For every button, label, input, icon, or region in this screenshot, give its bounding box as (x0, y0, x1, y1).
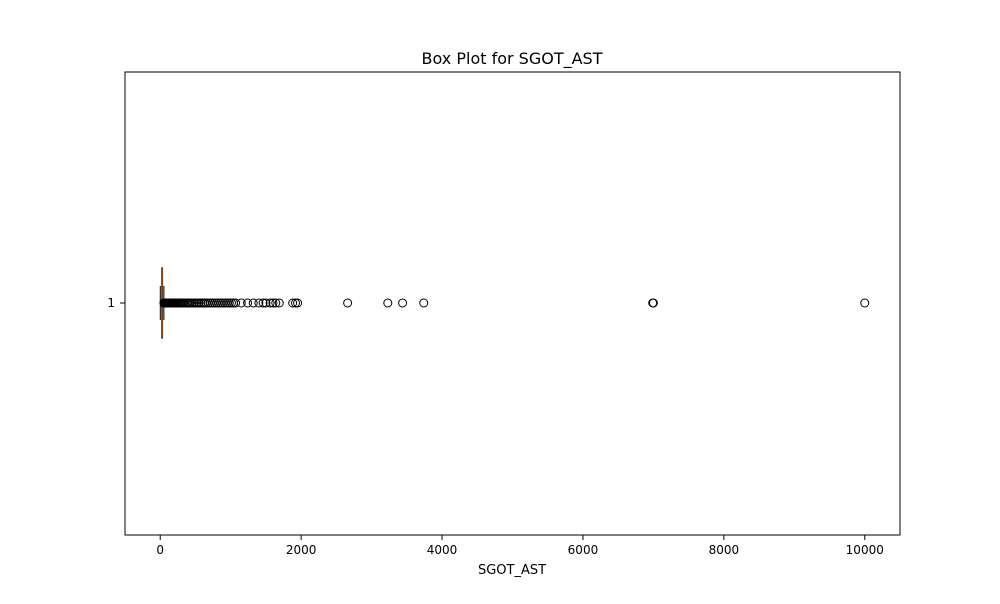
outlier-point (288, 298, 298, 308)
outlier-point (419, 298, 429, 308)
plot-frame (124, 71, 901, 536)
outlier-point (383, 298, 393, 308)
outlier-point (648, 298, 658, 308)
x-tick-label: 2000 (286, 543, 317, 557)
x-axis-label: SGOT_AST (478, 563, 546, 578)
outlier-point (231, 298, 241, 308)
outlier-point (265, 298, 275, 308)
outlier-point (248, 298, 258, 308)
x-tick-label: 6000 (568, 543, 599, 557)
x-tick-label: 10000 (846, 543, 884, 557)
outlier-point (258, 298, 268, 308)
outlier-point (254, 298, 264, 308)
outlier-point (268, 298, 278, 308)
outlier-point (271, 298, 281, 308)
outlier-point (243, 298, 253, 308)
x-tick-label: 0 (156, 543, 164, 557)
outlier-point (398, 298, 408, 308)
outlier-point (343, 298, 353, 308)
outlier-point (860, 298, 870, 308)
chart-title: Box Plot for SGOT_AST (422, 49, 603, 69)
outlier-point (224, 298, 234, 308)
x-tick-label: 4000 (427, 543, 458, 557)
y-axis: 1 (107, 296, 125, 310)
plot-area (159, 267, 870, 339)
x-axis: 0 2000 4000 6000 8000 10000 (156, 535, 884, 557)
outlier-point (293, 298, 303, 308)
outlier-point (291, 298, 300, 308)
outlier-point (261, 298, 271, 308)
outlier-point (274, 298, 284, 308)
x-tick-label: 8000 (709, 543, 740, 557)
y-tick-label: 1 (107, 296, 115, 310)
outlier-point (226, 298, 236, 308)
outlier-point (236, 298, 246, 308)
